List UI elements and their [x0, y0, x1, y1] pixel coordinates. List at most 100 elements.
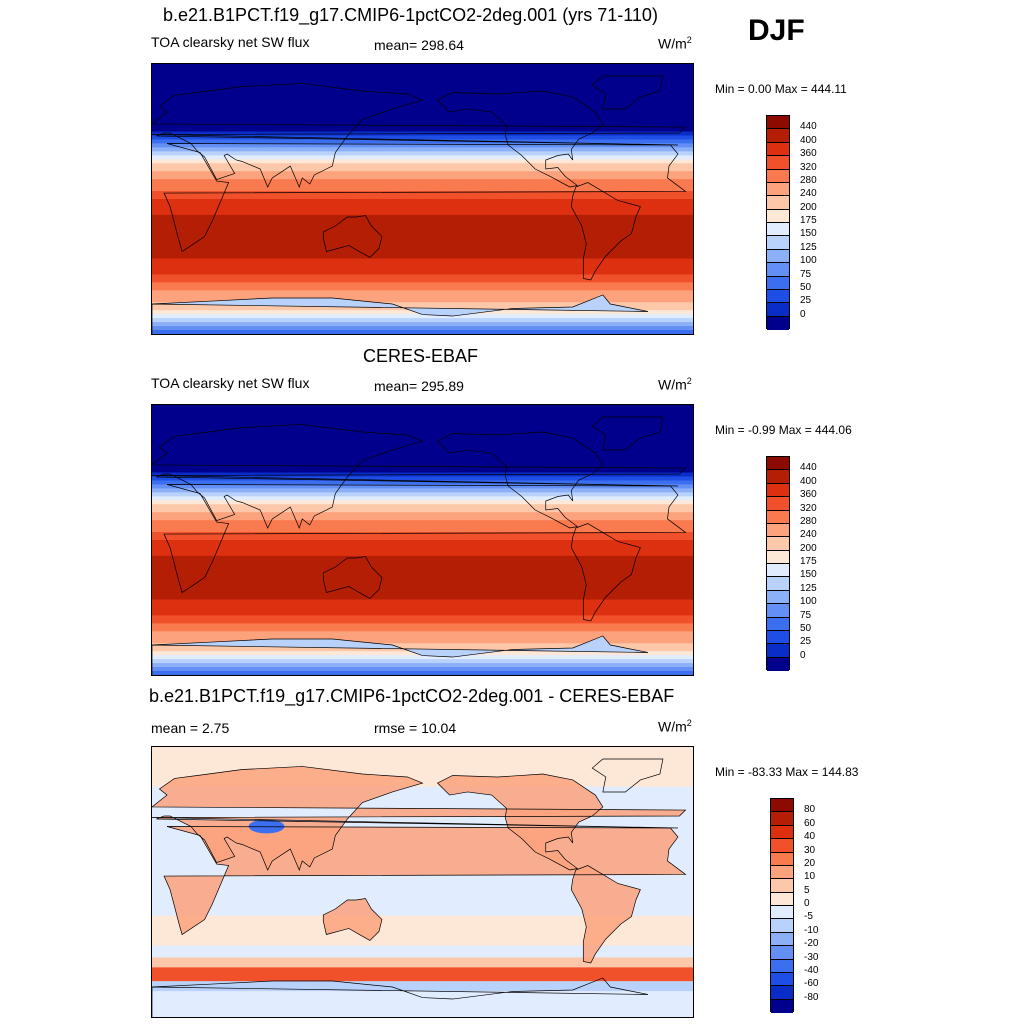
colorbar-box: [771, 946, 793, 960]
colorbar-box: [767, 590, 789, 605]
panel-1-title: b.e21.B1PCT.f19_g17.CMIP6-1pctCO2-2deg.0…: [163, 5, 658, 25]
colorbar-box: [771, 892, 793, 906]
colorbar-box: [767, 249, 789, 264]
colorbar-box: [767, 657, 789, 671]
colorbar-tick-label: 150: [800, 228, 817, 240]
colorbar-tick-label: -30: [804, 951, 819, 963]
panel-1-colorbar: [766, 115, 790, 330]
panel-1-minmax: Min = 0.00 Max = 444.11: [715, 82, 847, 96]
colorbar-tick-label: 100: [800, 255, 817, 267]
colorbar-box: [767, 550, 789, 564]
panel-3-units: W/m2: [658, 718, 692, 735]
colorbar-box: [771, 799, 793, 813]
colorbar-box: [767, 564, 789, 578]
colorbar-tick-label: 100: [800, 596, 817, 608]
colorbar-box: [771, 919, 793, 933]
colorbar-box: [767, 523, 789, 538]
colorbar-tick-label: 30: [804, 844, 816, 856]
colorbar-tick-label: 80: [804, 804, 816, 816]
colorbar-tick-label: 280: [800, 174, 817, 186]
colorbar-box: [767, 129, 789, 143]
colorbar-box: [767, 510, 789, 524]
colorbar-tick-label: -5: [804, 911, 813, 923]
colorbar-box: [771, 972, 793, 987]
panel-1-mean-label: mean= 298.64: [374, 37, 464, 53]
colorbar-box: [767, 142, 789, 157]
panel-1-map: [151, 63, 694, 335]
colorbar-tick-label: 5: [804, 884, 810, 896]
colorbar-tick-label: 75: [800, 609, 812, 621]
colorbar-box: [767, 630, 789, 645]
colorbar-box: [767, 457, 789, 471]
colorbar-box: [767, 116, 789, 130]
colorbar-tick-label: 0: [804, 898, 810, 909]
panel-3-minmax: Min = -83.33 Max = 144.83: [715, 765, 859, 779]
map-field: [152, 747, 693, 1017]
panel-3-rmse-label: rmse = 10.04: [374, 720, 457, 736]
colorbar-tick-label: -60: [804, 978, 819, 990]
colorbar-box: [767, 196, 789, 210]
colorbar-tick-label: 280: [800, 515, 817, 527]
colorbar-tick-label: 60: [804, 817, 816, 829]
colorbar-tick-label: 360: [800, 148, 817, 160]
panel-3-map: [151, 746, 694, 1018]
colorbar-tick-label: 440: [800, 462, 817, 474]
colorbar-tick-label: 175: [800, 215, 817, 226]
colorbar-tick-label: -40: [804, 964, 819, 976]
colorbar-box: [771, 959, 793, 973]
panel-2-map: [151, 404, 694, 676]
colorbar-tick-label: 175: [800, 556, 817, 567]
colorbar-tick-label: 25: [800, 295, 812, 307]
panel-3-title: b.e21.B1PCT.f19_g17.CMIP6-1pctCO2-2deg.0…: [149, 686, 675, 706]
colorbar-box: [767, 303, 789, 317]
colorbar-box: [771, 986, 793, 1000]
colorbar-tick-label: 75: [800, 268, 812, 280]
colorbar-tick-label: 400: [800, 475, 817, 487]
colorbar-tick-label: 10: [804, 871, 816, 883]
colorbar-tick-label: -20: [804, 938, 819, 950]
colorbar-box: [771, 825, 793, 840]
map-field: [152, 64, 693, 334]
colorbar-tick-label: -80: [804, 991, 819, 1003]
colorbar-tick-label: 50: [800, 281, 812, 293]
panel-2-colorbar: [766, 456, 790, 671]
colorbar-tick-label: 125: [800, 582, 817, 594]
colorbar-tick-label: 440: [800, 121, 817, 133]
colorbar-box: [767, 470, 789, 484]
map-field: [152, 405, 693, 675]
colorbar-box: [767, 289, 789, 304]
colorbar-box: [767, 497, 789, 511]
colorbar-box: [771, 812, 793, 826]
panel-1-units: W/m2: [658, 35, 692, 52]
colorbar-tick-label: 240: [800, 188, 817, 200]
panel-2-units: W/m2: [658, 376, 692, 393]
colorbar-box: [767, 617, 789, 631]
colorbar-box: [767, 276, 789, 290]
colorbar-box: [767, 316, 789, 330]
colorbar-box: [771, 865, 793, 880]
panel-2-minmax: Min = -0.99 Max = 444.06: [715, 423, 852, 437]
colorbar-tick-label: 150: [800, 569, 817, 581]
colorbar-tick-label: 240: [800, 529, 817, 541]
colorbar-tick-label: 40: [804, 831, 816, 843]
colorbar-box: [767, 537, 789, 551]
panel-3-mean-label: mean = 2.75: [151, 720, 230, 736]
colorbar-box: [767, 156, 789, 170]
colorbar-tick-label: 320: [800, 502, 817, 514]
colorbar-box: [767, 182, 789, 197]
colorbar-box: [771, 852, 793, 866]
colorbar-tick-label: 400: [800, 134, 817, 146]
colorbar-box: [767, 604, 789, 618]
panel-2-mean-label: mean= 295.89: [374, 378, 464, 394]
panel-2-variable-label: TOA clearsky net SW flux: [151, 375, 310, 391]
colorbar-box: [767, 263, 789, 277]
colorbar-box: [767, 577, 789, 591]
colorbar-box: [767, 169, 789, 183]
colorbar-tick-label: -10: [804, 924, 819, 936]
colorbar-tick-label: 0: [800, 308, 806, 320]
colorbar-tick-label: 320: [800, 161, 817, 173]
colorbar-tick-label: 360: [800, 489, 817, 501]
colorbar-box: [767, 223, 789, 237]
colorbar-box: [767, 644, 789, 658]
panel-3-colorbar: [770, 798, 794, 1013]
